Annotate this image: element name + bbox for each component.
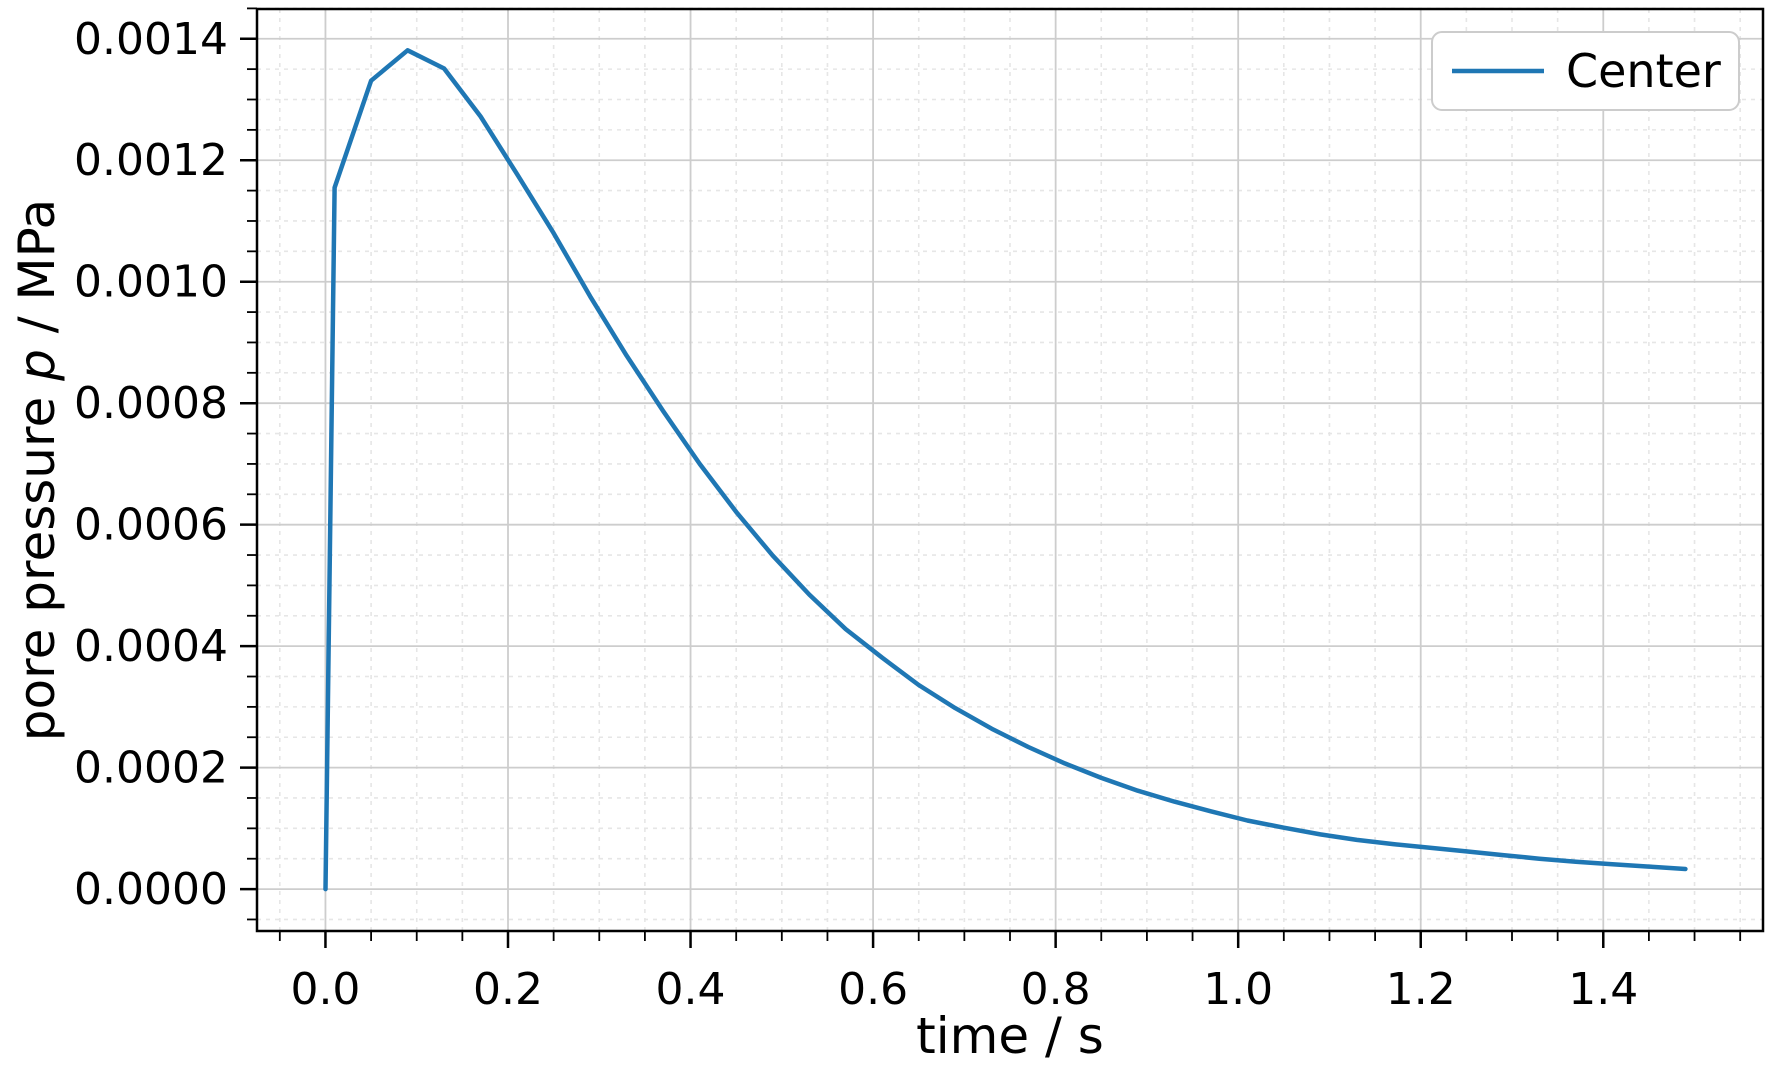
- x-tick-label: 0.8: [1021, 964, 1091, 1015]
- y-tick-label: 0.0012: [74, 135, 228, 186]
- y-tick-label: 0.0010: [74, 257, 228, 308]
- x-tick-label: 1.2: [1386, 964, 1456, 1015]
- legend: Center: [1431, 31, 1740, 111]
- x-tick-label: 0.2: [473, 964, 543, 1015]
- x-tick-label: 1.4: [1568, 964, 1638, 1015]
- series-group: [323, 48, 1688, 892]
- y-tick-label: 0.0004: [74, 621, 228, 672]
- y-tick-label: 0.0002: [74, 743, 228, 794]
- y-tick-label: 0.0000: [74, 864, 228, 915]
- y-axis-label-suffix: / MPa: [8, 199, 66, 349]
- x-axis-label: time / s: [916, 1007, 1104, 1065]
- y-axis-label: pore pressure p / MPa: [8, 199, 66, 741]
- axis-tick-labels: 0.0 0.2 0.4 0.6 0.8 1.0 1.2 1.4 0.0000 0.0002 0.00…: [74, 14, 1638, 1015]
- y-tick-label: 0.0006: [74, 500, 228, 551]
- y-axis-label-prefix: pore pressure: [8, 381, 66, 741]
- x-tick-label: 0.0: [290, 964, 360, 1015]
- legend-label: Center: [1566, 44, 1721, 98]
- x-tick-label: 0.4: [656, 964, 726, 1015]
- legend-box: [1431, 31, 1740, 111]
- x-tick-label: 1.0: [1203, 964, 1273, 1015]
- y-tick-label: 0.0008: [74, 378, 228, 429]
- x-tick-label: 0.6: [838, 964, 908, 1015]
- y-tick-label: 0.0014: [74, 14, 228, 65]
- axis-ticks: [240, 7, 1742, 948]
- minor-gridlines: [257, 7, 1763, 931]
- y-axis-label-symbol: p: [8, 349, 66, 382]
- series-line-center: [323, 48, 1688, 892]
